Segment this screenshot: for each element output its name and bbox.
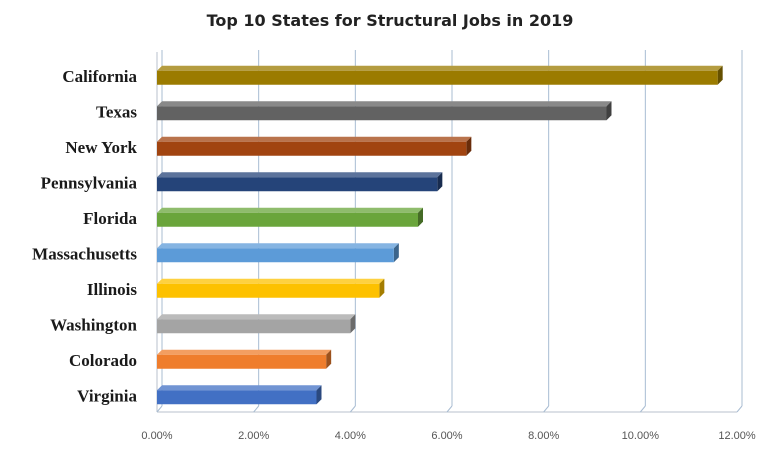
category-label: Florida <box>83 209 137 228</box>
category-label: Texas <box>96 102 137 121</box>
bars <box>157 65 723 405</box>
bar-front-face <box>157 248 394 263</box>
bar-end-face <box>326 349 332 369</box>
bar-end-face <box>437 172 443 192</box>
gridline-floor-1 <box>253 405 260 413</box>
bar-end-face <box>316 385 322 405</box>
gridline-floor-0 <box>156 405 163 413</box>
bar-washington <box>157 314 356 334</box>
category-label: Washington <box>50 315 137 334</box>
bar-top-face <box>157 314 356 320</box>
bar-top-face <box>157 65 723 71</box>
bar-massachusetts <box>157 243 399 263</box>
bar-top-face <box>157 278 385 284</box>
bar-new-york <box>157 136 472 156</box>
category-labels: California Texas New York Pennsylvania Flori… <box>32 67 137 406</box>
gridline-floor-6 <box>736 405 743 413</box>
bar-front-face <box>157 283 380 298</box>
bar-front-face <box>157 177 438 192</box>
x-tick-label: 4.00% <box>335 430 366 442</box>
x-tick-label: 0.00% <box>141 430 172 442</box>
category-label: California <box>62 67 137 86</box>
category-label: Colorado <box>69 351 137 370</box>
bar-end-face <box>717 65 723 85</box>
bar-top-face <box>157 385 322 391</box>
x-tick-label: 2.00% <box>238 430 269 442</box>
x-axis-tick-labels: 0.00% 2.00% 4.00% 6.00% 8.00% 10.00% 12.00% <box>141 430 755 442</box>
category-label: New York <box>65 138 137 157</box>
bar-front-face <box>157 319 351 334</box>
gridline-floor-3 <box>446 405 453 413</box>
category-label: Illinois <box>87 280 137 299</box>
bar-top-face <box>157 243 399 249</box>
bar-virginia <box>157 385 322 405</box>
bar-end-face <box>466 136 472 156</box>
bar-front-face <box>157 212 418 227</box>
category-label: Virginia <box>77 386 137 405</box>
category-label: Massachusetts <box>32 244 137 263</box>
bar-pennsylvania <box>157 172 443 192</box>
bar-colorado <box>157 349 332 369</box>
bar-front-face <box>157 70 718 85</box>
bar-end-face <box>379 278 385 298</box>
bar-top-face <box>157 172 443 178</box>
gridline-floor-2 <box>349 405 356 413</box>
bar-florida <box>157 207 423 227</box>
bar-top-face <box>157 101 612 107</box>
x-tick-label: 6.00% <box>431 430 462 442</box>
gridline-floor-5 <box>639 405 646 413</box>
x-tick-label: 10.00% <box>622 430 660 442</box>
bar-front-face <box>157 390 317 405</box>
chart-title: Top 10 States for Structural Jobs in 201… <box>207 11 574 30</box>
bar-front-face <box>157 106 607 121</box>
category-label: Pennsylvania <box>41 173 138 192</box>
x-tick-label: 12.00% <box>718 430 756 442</box>
bar-california <box>157 65 723 85</box>
bar-end-face <box>393 243 399 263</box>
bar-top-face <box>157 207 423 213</box>
bar-top-face <box>157 349 332 355</box>
bar-end-face <box>418 207 423 227</box>
bar-top-face <box>157 136 472 142</box>
bar-illinois <box>157 278 385 298</box>
bar-texas <box>157 101 612 121</box>
x-tick-label: 8.00% <box>528 430 559 442</box>
bar-end-face <box>606 101 612 121</box>
bar-front-face <box>157 354 327 369</box>
gridline-floor-4 <box>543 405 550 413</box>
bar-end-face <box>350 314 356 334</box>
bar-front-face <box>157 141 467 156</box>
